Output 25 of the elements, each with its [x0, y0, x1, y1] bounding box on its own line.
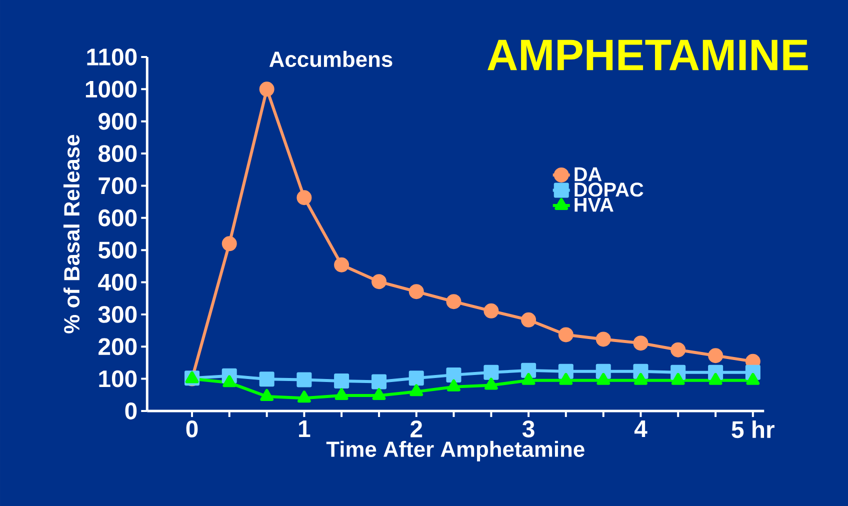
- x-axis-title: Time After Amphetamine: [326, 440, 584, 462]
- chart-subtitle: Accumbens: [269, 50, 392, 68]
- x-tick-label: 0: [186, 420, 198, 438]
- chart-title: AMPHETAMINE: [488, 40, 808, 70]
- x-tick-label: 3: [522, 420, 534, 438]
- x-tick-label: 4: [634, 420, 648, 437]
- y-tick-label: 900: [98, 112, 137, 130]
- y-axis-title: % of Basal Release: [63, 134, 80, 334]
- y-tick-label: 100: [99, 370, 137, 388]
- legend-label: HVA: [574, 198, 614, 212]
- y-tick-label: 500: [98, 242, 137, 259]
- y-tick-label: 1100: [87, 48, 137, 66]
- y-tick-label: 0: [125, 402, 137, 420]
- y-tick-label: 700: [98, 177, 137, 194]
- legend-label: DA: [574, 167, 602, 182]
- x-tick-label: 5 hr: [732, 420, 774, 438]
- legend-label: DOPAC: [574, 182, 644, 197]
- y-tick-label: 300: [98, 306, 137, 323]
- y-tick-label: 200: [98, 338, 137, 356]
- y-tick-label: 400: [98, 274, 137, 291]
- x-tick-label: 2: [410, 420, 422, 438]
- x-tick-label: 1: [299, 420, 310, 437]
- y-tick-label: 600: [98, 209, 137, 226]
- y-tick-label: 1000: [86, 80, 137, 98]
- y-tick-label: 800: [98, 145, 137, 162]
